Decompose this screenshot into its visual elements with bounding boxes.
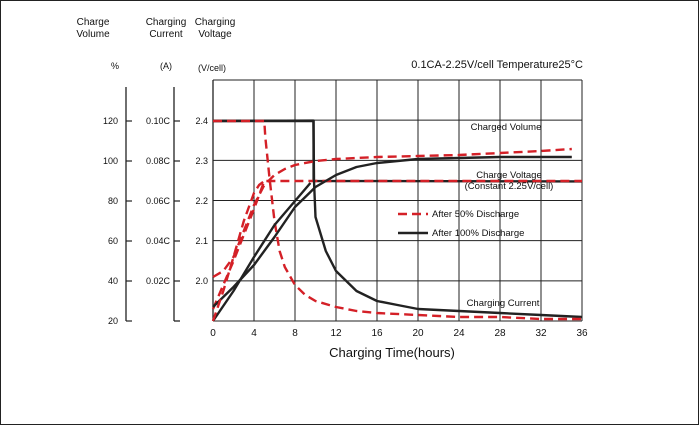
y-tick-label: 2.0 <box>195 276 208 286</box>
x-tick-label: 36 <box>576 328 588 339</box>
volume-axis-header-line1: Charge <box>77 17 110 28</box>
x-tick-label: 0 <box>210 328 216 339</box>
current-axis-header-line1: Charging <box>146 17 187 28</box>
y-tick-label: 120 <box>103 116 118 126</box>
x-tick-label: 8 <box>292 328 298 339</box>
x-tick-label: 12 <box>330 328 342 339</box>
current-axis-header-line2: Current <box>149 29 183 40</box>
current-axis-unit: (A) <box>160 61 172 71</box>
y-tick-label: 0.06C <box>146 196 171 206</box>
annotation-constant-voltage: (Constant 2.25V/cell) <box>465 181 554 192</box>
chart-title: 0.1CA-2.25V/cell Temperature25°C <box>411 59 583 71</box>
y-tick-label: 2.1 <box>195 236 208 246</box>
legend: After 50% Discharge After 100% Discharge <box>398 209 524 239</box>
legend-label-50: After 50% Discharge <box>432 209 519 220</box>
y-tick-label: 80 <box>108 196 118 206</box>
series-line <box>212 147 572 279</box>
series-line <box>213 119 583 319</box>
current-axis-header: Charging Current (A) <box>146 17 187 71</box>
y-tick-label: 40 <box>108 276 118 286</box>
legend-label-100: After 100% Discharge <box>432 228 524 239</box>
voltage-axis-header-line2: Voltage <box>198 29 232 40</box>
y-tick-label: 2.4 <box>195 116 208 126</box>
series-line <box>212 155 572 308</box>
series-line <box>213 119 582 321</box>
voltage-axis-header-line1: Charging <box>195 17 236 28</box>
series-line <box>211 180 266 322</box>
x-tick-label: 32 <box>535 328 547 339</box>
y-tick-label: 2.2 <box>195 196 208 206</box>
x-tick-label: 16 <box>371 328 383 339</box>
grid <box>212 79 583 322</box>
curves <box>211 119 583 322</box>
y-tick-label: 2.3 <box>195 156 208 166</box>
x-axis-label: Charging Time(hours) <box>329 345 455 360</box>
x-tick-label: 28 <box>494 328 506 339</box>
y-tick-label: 100 <box>103 156 118 166</box>
x-tick-label: 4 <box>251 328 257 339</box>
annotation-charging-current: Charging Current <box>467 298 540 309</box>
y-tick-label: 0.10C <box>146 116 171 126</box>
annotation-charged-volume: Charged Volume <box>471 122 542 133</box>
volume-axis-header-line2: Volume <box>76 29 110 40</box>
y-tick-label: 0.04C <box>146 236 171 246</box>
y-tick-label: 60 <box>108 236 118 246</box>
x-tick-label: 20 <box>412 328 424 339</box>
volume-axis-header: Charge Volume % <box>76 17 119 71</box>
y-tick-label: 0.08C <box>146 156 171 166</box>
y-tick-label: 0.02C <box>146 276 171 286</box>
series-line <box>212 182 312 322</box>
x-tick-label: 24 <box>453 328 465 339</box>
voltage-axis-header: Charging Voltage (V/cell) <box>195 17 236 73</box>
annotation-charge-voltage: Charge Voltage <box>476 170 542 181</box>
y-tick-label: 20 <box>108 316 118 326</box>
volume-axis-unit: % <box>111 61 119 71</box>
tick-labels: 120100806040200.10C0.08C0.06C0.04C0.02C2… <box>103 116 588 339</box>
voltage-axis-unit: (V/cell) <box>198 63 226 73</box>
